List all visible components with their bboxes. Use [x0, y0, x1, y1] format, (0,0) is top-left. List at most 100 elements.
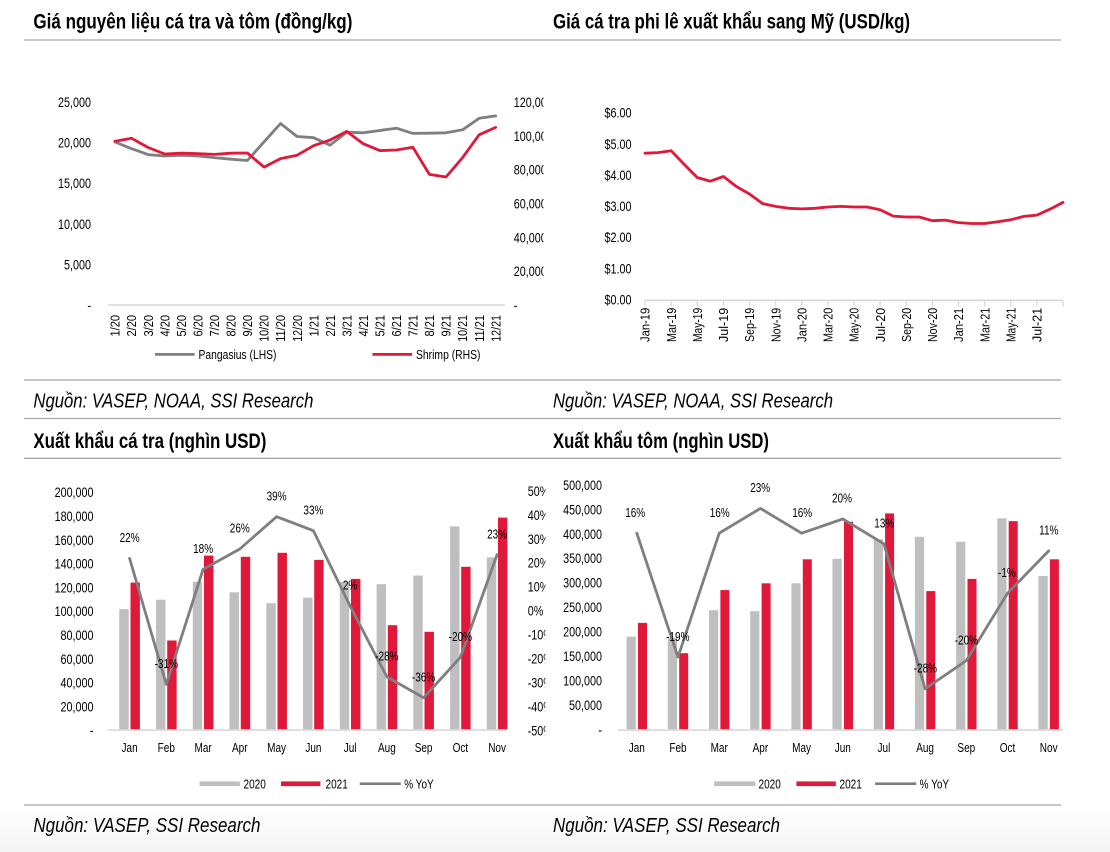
- svg-text:Aug: Aug: [378, 740, 396, 755]
- svg-text:Nov-20: Nov-20: [925, 308, 940, 342]
- svg-text:2%: 2%: [343, 578, 358, 593]
- svg-text:3/21: 3/21: [339, 315, 354, 337]
- svg-text:-20%: -20%: [955, 632, 979, 647]
- svg-text:2/20: 2/20: [124, 315, 139, 337]
- svg-text:450,000: 450,000: [563, 501, 602, 517]
- svg-text:200,000: 200,000: [563, 624, 602, 640]
- svg-text:23%: 23%: [487, 526, 507, 541]
- svg-text:10,000: 10,000: [58, 216, 91, 232]
- svg-text:Sep-20: Sep-20: [899, 308, 914, 342]
- svg-text:Apr: Apr: [753, 740, 769, 755]
- svg-text:Mar: Mar: [711, 740, 729, 755]
- svg-text:11%: 11%: [1039, 523, 1059, 538]
- svg-text:10/20: 10/20: [257, 315, 272, 342]
- svg-text:May-19: May-19: [690, 308, 705, 342]
- svg-text:33%: 33%: [303, 502, 323, 517]
- svg-text:$2.00: $2.00: [605, 229, 632, 245]
- svg-text:20,000: 20,000: [61, 698, 94, 714]
- svg-text:$0.00: $0.00: [605, 292, 632, 308]
- svg-text:6/20: 6/20: [190, 315, 205, 337]
- svg-text:$6.00: $6.00: [605, 105, 632, 121]
- svg-text:6/21: 6/21: [389, 315, 404, 337]
- svg-text:20,000: 20,000: [514, 263, 547, 279]
- svg-text:Nguồn: VASEP, NOAA, SSI Resear: Nguồn: VASEP, NOAA, SSI Research: [553, 391, 833, 413]
- svg-text:11/20: 11/20: [273, 315, 288, 342]
- svg-text:4/20: 4/20: [157, 315, 172, 337]
- svg-text:16%: 16%: [625, 505, 645, 520]
- svg-text:23%: 23%: [750, 480, 770, 495]
- svg-text:9/21: 9/21: [439, 315, 454, 337]
- svg-text:Jan: Jan: [629, 740, 645, 755]
- svg-text:180,000: 180,000: [55, 508, 94, 524]
- svg-text:Feb: Feb: [158, 740, 175, 755]
- svg-text:Jul: Jul: [878, 740, 891, 755]
- svg-text:Jan-20: Jan-20: [795, 308, 810, 342]
- svg-text:May: May: [267, 740, 286, 755]
- svg-text:-20%: -20%: [528, 651, 553, 667]
- svg-text:Oct: Oct: [1000, 740, 1016, 755]
- svg-text:Jun: Jun: [305, 740, 321, 755]
- svg-text:-: -: [514, 297, 518, 313]
- svg-text:100,000: 100,000: [514, 128, 553, 144]
- svg-text:40,000: 40,000: [514, 229, 547, 245]
- svg-text:100,000: 100,000: [55, 603, 94, 619]
- svg-text:Nov-19: Nov-19: [768, 308, 783, 342]
- svg-text:22%: 22%: [120, 530, 140, 545]
- svg-text:8/20: 8/20: [224, 315, 239, 337]
- svg-text:-28%: -28%: [375, 649, 399, 664]
- svg-text:9/20: 9/20: [240, 315, 255, 337]
- svg-text:-20%: -20%: [449, 629, 473, 644]
- svg-text:120,000: 120,000: [514, 94, 553, 110]
- svg-text:60,000: 60,000: [61, 651, 94, 667]
- svg-text:20%: 20%: [832, 491, 852, 506]
- svg-text:Jan: Jan: [122, 740, 138, 755]
- svg-text:2021: 2021: [326, 776, 348, 791]
- svg-text:2021: 2021: [840, 776, 862, 791]
- svg-text:5/21: 5/21: [373, 315, 388, 337]
- svg-text:Pangasius (LHS): Pangasius (LHS): [199, 348, 277, 362]
- svg-text:Xuất khẩu cá tra (nghìn USD): Xuất khẩu cá tra (nghìn USD): [33, 430, 266, 453]
- svg-text:50%: 50%: [528, 483, 550, 499]
- svg-text:16%: 16%: [792, 505, 812, 520]
- svg-text:120,000: 120,000: [55, 579, 94, 595]
- svg-text:2020: 2020: [244, 776, 266, 791]
- svg-text:10/21: 10/21: [455, 315, 470, 342]
- svg-text:Feb: Feb: [669, 740, 686, 755]
- svg-text:7/20: 7/20: [207, 315, 222, 337]
- svg-text:150,000: 150,000: [563, 648, 602, 664]
- svg-text:40%: 40%: [528, 507, 550, 523]
- svg-text:7/21: 7/21: [406, 315, 421, 337]
- svg-text:-28%: -28%: [914, 661, 938, 676]
- svg-text:Nguồn: VASEP, SSI Research: Nguồn: VASEP, SSI Research: [553, 815, 780, 837]
- svg-text:3/20: 3/20: [141, 315, 156, 337]
- svg-text:12/20: 12/20: [290, 315, 305, 342]
- svg-text:5/20: 5/20: [174, 315, 189, 337]
- svg-text:Giá nguyên liệu cá tra và tôm: Giá nguyên liệu cá tra và tôm (đồng/kg): [33, 11, 352, 34]
- svg-text:-: -: [598, 721, 602, 737]
- svg-text:-10%: -10%: [528, 627, 553, 643]
- svg-text:May: May: [792, 740, 811, 755]
- svg-text:-19%: -19%: [666, 629, 690, 644]
- svg-text:4/21: 4/21: [356, 315, 371, 337]
- svg-text:Mar-21: Mar-21: [977, 308, 992, 342]
- svg-text:Giá cá tra phi lê xuất khẩu sa: Giá cá tra phi lê xuất khẩu sang Mỹ (USD…: [553, 11, 910, 34]
- svg-text:Jan-21: Jan-21: [951, 308, 966, 342]
- svg-text:Nov: Nov: [488, 740, 506, 755]
- svg-text:Sep-19: Sep-19: [742, 308, 757, 342]
- svg-text:% YoY: % YoY: [404, 776, 434, 791]
- svg-text:Aug: Aug: [916, 740, 934, 755]
- svg-text:26%: 26%: [230, 521, 250, 536]
- svg-text:Jul-19: Jul-19: [716, 308, 731, 342]
- svg-text:Jul: Jul: [344, 740, 357, 755]
- svg-text:140,000: 140,000: [55, 556, 94, 572]
- svg-text:-50%: -50%: [528, 722, 553, 738]
- svg-text:May-20: May-20: [847, 308, 862, 342]
- svg-text:20,000: 20,000: [58, 135, 91, 151]
- svg-text:18%: 18%: [193, 541, 213, 556]
- svg-text:8/21: 8/21: [422, 315, 437, 337]
- svg-text:30%: 30%: [528, 531, 550, 547]
- svg-text:-40%: -40%: [528, 698, 553, 714]
- svg-text:-31%: -31%: [155, 656, 179, 671]
- svg-text:$4.00: $4.00: [605, 167, 632, 183]
- svg-text:400,000: 400,000: [563, 526, 602, 542]
